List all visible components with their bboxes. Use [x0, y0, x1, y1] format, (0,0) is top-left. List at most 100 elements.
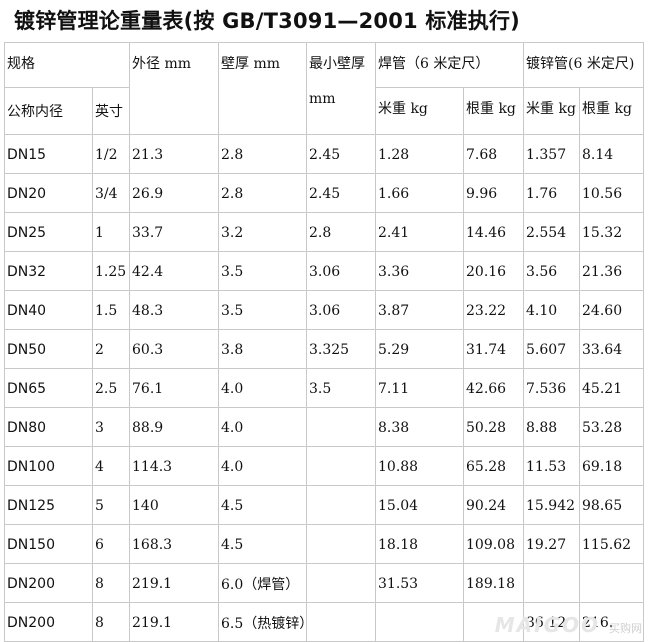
table-cell: DN200	[4, 563, 93, 603]
table-cell: 3.06	[306, 290, 376, 330]
table-cell: 15.32	[579, 212, 645, 252]
table-cell: 24.60	[579, 290, 645, 330]
table-row: DN125 5 140 4.5 15.04 90.24 15.942 98.65	[4, 485, 645, 525]
header-galvanized-pipe: 镀锌管(6 米定尺)	[523, 42, 645, 88]
table-cell: DN50	[4, 329, 93, 369]
table-cell: 109.08	[462, 524, 525, 564]
header-min-wall-line2: mm	[309, 91, 336, 107]
header-galv-m-weight: 米重 kg	[523, 87, 581, 135]
table-cell: 33.7	[129, 212, 219, 252]
table-cell: 2.8	[218, 134, 307, 174]
table-row: DN25 1 33.7 3.2 2.8 2.41 14.46 2.554 15.32	[4, 212, 645, 252]
table-cell: 1.66	[375, 173, 464, 213]
table-cell: 2.45	[306, 134, 376, 174]
table-cell: 53.28	[579, 407, 645, 447]
table-cell: 10.56	[579, 173, 645, 213]
table-cell: DN15	[4, 134, 93, 174]
table-cell	[523, 563, 581, 603]
table-cell: 45.21	[579, 368, 645, 408]
table-cell: 9.96	[462, 173, 525, 213]
table-cell: 8	[92, 602, 130, 642]
table-cell: 3.56	[523, 251, 581, 291]
table-cell: 10.88	[375, 446, 464, 486]
table-cell	[306, 485, 376, 525]
table-cell: 21.36	[579, 251, 645, 291]
header-min-wall-line1: 最小壁厚	[309, 56, 365, 72]
table-cell: 219.1	[129, 602, 219, 642]
table-cell: 4.0	[218, 368, 307, 408]
table-cell: DN200	[4, 602, 93, 642]
table-cell: 21.3	[129, 134, 219, 174]
table-cell: DN80	[4, 407, 93, 447]
table-row: DN15 1/2 21.3 2.8 2.45 1.28 7.68 1.357 8.14	[4, 134, 645, 174]
table-cell: 2.554	[523, 212, 581, 252]
table-cell: DN100	[4, 446, 93, 486]
table-cell: 4	[92, 446, 130, 486]
page-title: 镀锌管理论重量表(按 GB/T3091—2001 标准执行)	[14, 9, 520, 33]
table-cell: 115.62	[579, 524, 645, 564]
table-cell: 5	[92, 485, 130, 525]
table-cell: 98.65	[579, 485, 645, 525]
table-cell	[306, 446, 376, 486]
table-cell: DN65	[4, 368, 93, 408]
table-cell: 1.5	[92, 290, 130, 330]
table-cell: 5.607	[523, 329, 581, 369]
table-row: DN100 4 114.3 4.0 10.88 65.28 11.53 69.18	[4, 446, 645, 486]
table-cell: DN25	[4, 212, 93, 252]
table-cell: 3.06	[306, 251, 376, 291]
table-row: DN200 8 219.1 6.0（焊管） 31.53 189.18	[4, 563, 645, 603]
header-outer-diameter: 外径 mm	[129, 42, 219, 135]
table-cell: DN32	[4, 251, 93, 291]
table-cell	[306, 524, 376, 564]
table-cell: 216.	[579, 602, 645, 642]
table-cell: 2.8	[218, 173, 307, 213]
table-cell: 76.1	[129, 368, 219, 408]
table-cell: 3/4	[92, 173, 130, 213]
table-cell: 168.3	[129, 524, 219, 564]
header-wall-thickness: 壁厚 mm	[218, 42, 307, 135]
watermark-logo: MAIGOO 买购网	[494, 613, 642, 637]
table-row: DN40 1.5 48.3 3.5 3.06 3.87 23.22 4.10 24.60	[4, 290, 645, 330]
table-cell: 42.66	[462, 368, 525, 408]
table-cell: 8	[92, 563, 130, 603]
table-row: DN150 6 168.3 4.5 18.18 109.08 19.27 115.62	[4, 524, 645, 564]
table-cell: 20.16	[462, 251, 525, 291]
header-inch: 英寸	[92, 87, 130, 135]
table-row: DN32 1.25 42.4 3.5 3.06 3.36 20.16 3.56 21.36	[4, 251, 645, 291]
table-cell: 219.1	[129, 563, 219, 603]
table-cell	[306, 563, 376, 603]
table-cell: 15.942	[523, 485, 581, 525]
table-cell: 3.5	[218, 290, 307, 330]
table-cell	[306, 407, 376, 447]
table-cell: 3.87	[375, 290, 464, 330]
table-cell: 33.64	[579, 329, 645, 369]
table-cell: 42.4	[129, 251, 219, 291]
table-cell	[306, 602, 376, 642]
table-cell: 3.5	[306, 368, 376, 408]
table-cell: 31.74	[462, 329, 525, 369]
table-cell: 6.0（焊管）	[218, 563, 307, 603]
table-cell: 5.29	[375, 329, 464, 369]
table-cell: DN40	[4, 290, 93, 330]
header-nominal-id: 公称内径	[4, 87, 93, 135]
table-cell: 1.25	[92, 251, 130, 291]
header-galv-piece-weight: 根重 kg	[579, 87, 645, 135]
table-cell: 4.10	[523, 290, 581, 330]
table-cell: 69.18	[579, 446, 645, 486]
table-cell: 4.5	[218, 524, 307, 564]
table-cell: 88.9	[129, 407, 219, 447]
table-cell: 1/2	[92, 134, 130, 174]
table-cell: 3.8	[218, 329, 307, 369]
table-row: DN200 8 219.1 6.5（热镀锌） 36.12 216.	[4, 602, 645, 642]
header-spec: 规格	[4, 42, 130, 88]
table-cell: 140	[129, 485, 219, 525]
table-cell: 7.11	[375, 368, 464, 408]
header-welded-m-weight: 米重 kg	[375, 87, 464, 135]
table-cell: 189.18	[462, 563, 525, 603]
table-cell: 3.36	[375, 251, 464, 291]
table-cell: 65.28	[462, 446, 525, 486]
table-cell: 3.5	[218, 251, 307, 291]
table-cell: 8.88	[523, 407, 581, 447]
table-cell: 31.53	[375, 563, 464, 603]
table-cell: 3.2	[218, 212, 307, 252]
